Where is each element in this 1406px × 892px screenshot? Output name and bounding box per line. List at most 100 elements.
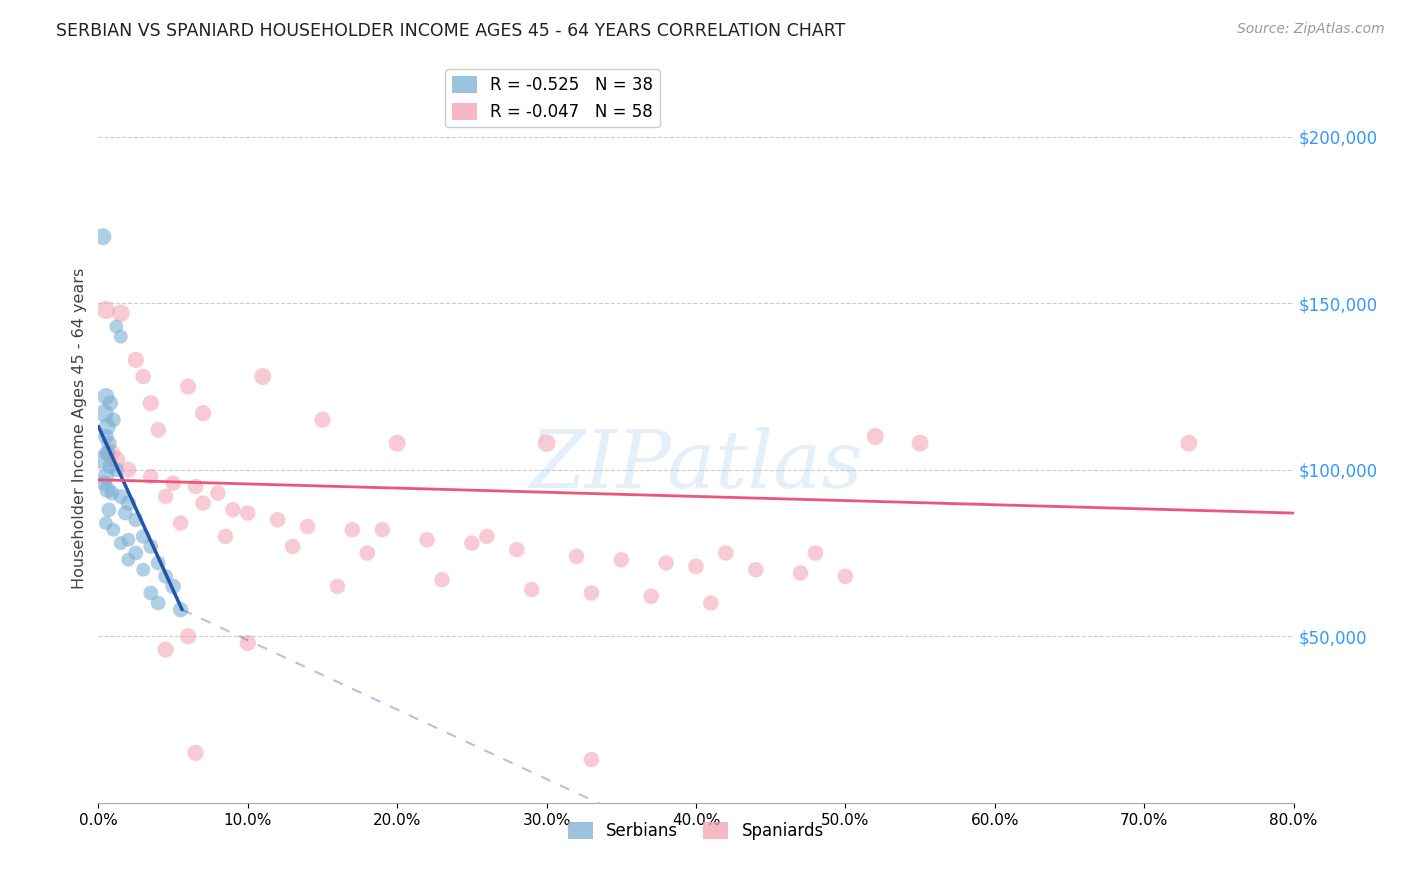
Point — [714, 546, 737, 560]
Point — [110, 329, 132, 343]
Point — [371, 523, 394, 537]
Point — [581, 586, 603, 600]
Point — [700, 596, 723, 610]
Point — [155, 490, 177, 504]
Point — [177, 629, 200, 643]
Point — [267, 513, 290, 527]
Point — [155, 642, 177, 657]
Point — [139, 540, 162, 554]
Point — [252, 369, 274, 384]
Point — [96, 446, 118, 460]
Point — [745, 563, 768, 577]
Point — [430, 573, 453, 587]
Point — [506, 542, 529, 557]
Point — [125, 546, 148, 560]
Point — [148, 556, 170, 570]
Point — [356, 546, 378, 560]
Point — [110, 490, 132, 504]
Point — [222, 502, 245, 516]
Text: SERBIAN VS SPANIARD HOUSEHOLDER INCOME AGES 45 - 64 YEARS CORRELATION CHART: SERBIAN VS SPANIARD HOUSEHOLDER INCOME A… — [56, 22, 845, 40]
Point — [132, 529, 155, 543]
Point — [117, 552, 139, 566]
Point — [94, 516, 117, 530]
Point — [98, 459, 122, 474]
Point — [162, 476, 184, 491]
Point — [94, 302, 117, 317]
Point — [125, 513, 148, 527]
Point — [581, 752, 603, 766]
Point — [94, 429, 117, 443]
Point — [132, 563, 155, 577]
Point — [155, 569, 177, 583]
Point — [1178, 436, 1201, 450]
Point — [191, 496, 214, 510]
Point — [184, 746, 207, 760]
Point — [184, 479, 207, 493]
Text: Source: ZipAtlas.com: Source: ZipAtlas.com — [1237, 22, 1385, 37]
Point — [297, 519, 319, 533]
Point — [98, 396, 122, 410]
Point — [342, 523, 364, 537]
Point — [385, 436, 409, 450]
Point — [98, 446, 122, 460]
Point — [326, 579, 349, 593]
Point — [103, 413, 125, 427]
Point — [214, 529, 236, 543]
Point — [169, 516, 191, 530]
Point — [117, 533, 139, 547]
Point — [97, 436, 120, 450]
Text: ZIPatlas: ZIPatlas — [529, 427, 863, 504]
Point — [148, 423, 170, 437]
Point — [97, 502, 120, 516]
Point — [610, 552, 633, 566]
Point — [132, 369, 155, 384]
Point — [281, 540, 304, 554]
Point — [105, 319, 128, 334]
Point — [311, 413, 333, 427]
Point — [103, 523, 125, 537]
Point — [110, 306, 132, 320]
Point — [865, 429, 887, 443]
Point — [93, 406, 115, 420]
Point — [91, 229, 114, 244]
Point — [139, 469, 162, 483]
Point — [236, 636, 259, 650]
Point — [475, 529, 498, 543]
Point — [191, 406, 214, 420]
Point — [789, 566, 811, 580]
Point — [94, 390, 117, 404]
Point — [461, 536, 484, 550]
Point — [125, 352, 148, 367]
Point — [520, 582, 543, 597]
Point — [834, 569, 856, 583]
Point — [91, 452, 114, 467]
Point — [416, 533, 439, 547]
Point — [139, 586, 162, 600]
Point — [139, 396, 162, 410]
Point — [685, 559, 707, 574]
Point — [105, 463, 128, 477]
Point — [96, 419, 118, 434]
Point — [101, 486, 124, 500]
Point — [114, 506, 136, 520]
Point — [105, 452, 128, 467]
Point — [565, 549, 588, 564]
Point — [117, 496, 139, 510]
Point — [177, 379, 200, 393]
Point — [162, 579, 184, 593]
Point — [536, 436, 558, 450]
Y-axis label: Householder Income Ages 45 - 64 years: Householder Income Ages 45 - 64 years — [72, 268, 87, 589]
Point — [655, 556, 678, 570]
Point — [94, 469, 117, 483]
Point — [93, 476, 115, 491]
Point — [148, 596, 170, 610]
Point — [908, 436, 931, 450]
Point — [117, 463, 139, 477]
Point — [207, 486, 229, 500]
Point — [236, 506, 259, 520]
Point — [640, 590, 662, 604]
Point — [96, 483, 118, 497]
Point — [110, 536, 132, 550]
Point — [804, 546, 827, 560]
Point — [169, 602, 191, 616]
